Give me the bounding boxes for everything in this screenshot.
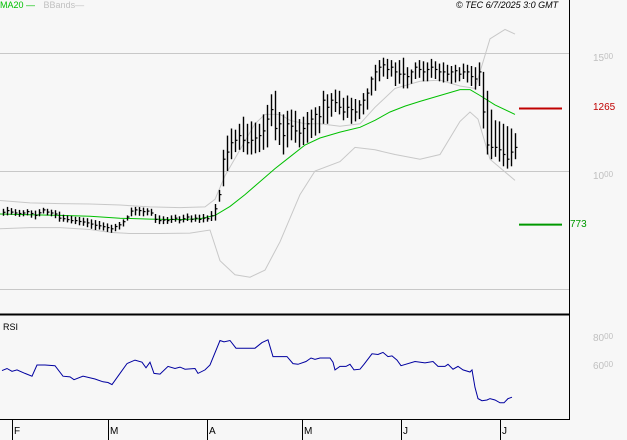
x-axis-label: M xyxy=(110,426,119,437)
resistance-level-label: 1265 xyxy=(593,102,616,113)
bband-upper-line xyxy=(0,28,516,209)
x-axis-label: M xyxy=(304,426,313,437)
rsi-panel-title: RSI xyxy=(3,322,19,332)
x-axis-label: J xyxy=(502,426,507,437)
price-label-1500: 1500 xyxy=(593,52,614,64)
price-gridlines xyxy=(0,53,569,290)
rsi-line xyxy=(1,339,513,404)
level-lines xyxy=(519,107,562,226)
rsi-label-60: 6000 xyxy=(593,360,614,372)
ohlc-bars xyxy=(2,57,518,233)
ma20-line xyxy=(0,89,516,221)
copyright-timestamp: © TEC 6/7/2025 3:0 GMT xyxy=(456,0,559,10)
rsi-path xyxy=(1,339,513,404)
x-axis-ticks xyxy=(12,420,501,440)
legend: MA20 — BBands— xyxy=(0,0,84,11)
price-label-1000: 1000 xyxy=(593,170,614,182)
support-level-label: 773 xyxy=(570,219,587,230)
legend-bbands: BBands— xyxy=(43,0,85,10)
x-axis-label: F xyxy=(14,426,21,437)
x-axis-label: J xyxy=(403,426,408,437)
legend-ma20: MA20 — xyxy=(0,0,36,10)
bollinger-bands xyxy=(0,28,516,278)
bband-lower-line xyxy=(0,111,516,278)
ma20-path xyxy=(0,89,516,221)
rsi-label-80: 8000 xyxy=(593,332,614,344)
x-axis-label: A xyxy=(209,426,216,437)
